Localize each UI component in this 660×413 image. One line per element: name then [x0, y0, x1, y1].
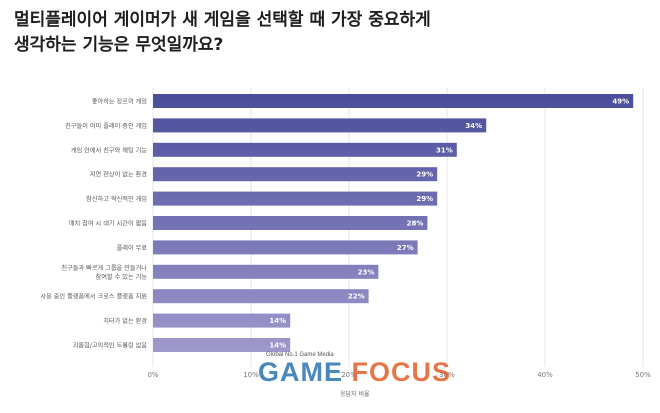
value-label: 49% [612, 98, 629, 106]
category-label: 괴롭힘/고의적인 트롤링 없음 [73, 342, 148, 350]
logo-game-text: GAME [258, 357, 343, 387]
bar [153, 118, 487, 133]
value-label: 31% [436, 146, 453, 154]
category-label: 참여할 수 있는 기능 [96, 273, 148, 281]
category-label: 지연 현상이 없는 환경 [90, 171, 147, 179]
bar [153, 240, 418, 255]
chart-title-line2: 생각하는 기능은 무엇일까요? [14, 35, 224, 55]
x-tick-label: 20% [341, 371, 357, 379]
bar [153, 216, 428, 230]
bar [153, 264, 379, 279]
category-label: 플레이 무료 [117, 244, 148, 252]
watermark-logo: Global No.1 Game Media GAME FOCUS [258, 352, 450, 402]
category-label: 참신하고 혁신적인 게임 [86, 195, 147, 203]
chart-title-line1: 멀티플레이어 게이머가 새 게임을 선택할 때 가장 중요하게 [14, 10, 431, 30]
x-axis-ticks: 0% 10% 20% 30% 40% 50% [147, 371, 651, 379]
value-label: 29% [416, 171, 433, 179]
category-label: 게임 안에서 친구와 채팅 기능 [71, 146, 147, 154]
logo-wordmark: GAME FOCUS [258, 357, 451, 388]
value-label: 14% [269, 317, 286, 325]
value-label: 27% [397, 244, 414, 252]
bar [153, 142, 457, 157]
bars [153, 94, 634, 352]
value-label: 22% [348, 293, 365, 301]
bar [153, 167, 438, 182]
x-tick-label: 50% [635, 371, 651, 379]
bar [153, 191, 438, 206]
category-label: 치터가 없는 환경 [103, 317, 147, 325]
footer-note: 응답자 비율 [340, 391, 370, 398]
category-label: 친구들과 빠르게 그룹을 만들거나 [61, 264, 147, 272]
chart-title: 멀티플레이어 게이머가 새 게임을 선택할 때 가장 중요하게 생각하는 기능은… [14, 8, 514, 58]
category-label: 친구들이 이미 플레이 중인 게임 [65, 122, 147, 130]
x-tick-label: 40% [537, 371, 553, 379]
value-label: 28% [407, 220, 424, 228]
x-tick-label: 0% [147, 371, 158, 379]
x-tick-label: 10% [243, 371, 259, 379]
value-label: 29% [416, 195, 433, 203]
value-label: 14% [269, 342, 286, 350]
bar [153, 313, 291, 328]
logo-subtitle: Global No.1 Game Media [266, 352, 334, 358]
category-label: 매치 참여 시 대기 시간이 짧음 [69, 220, 147, 228]
value-labels: 49% 34% 31% 29% 29% 28% 27% 23% 22% 14% 14% [269, 98, 629, 350]
bar [153, 289, 369, 304]
category-label: 좋아하는 장르의 게임 [92, 98, 147, 106]
value-label: 23% [358, 268, 375, 276]
value-label: 34% [465, 122, 482, 130]
bar [153, 94, 634, 108]
category-label: 사용 중인 플랫폼에서 크로스 플랫폼 지원 [40, 293, 147, 301]
logo-focus-text: FOCUS [351, 357, 452, 387]
x-tick-label: 30% [439, 371, 455, 379]
bar [153, 338, 291, 352]
